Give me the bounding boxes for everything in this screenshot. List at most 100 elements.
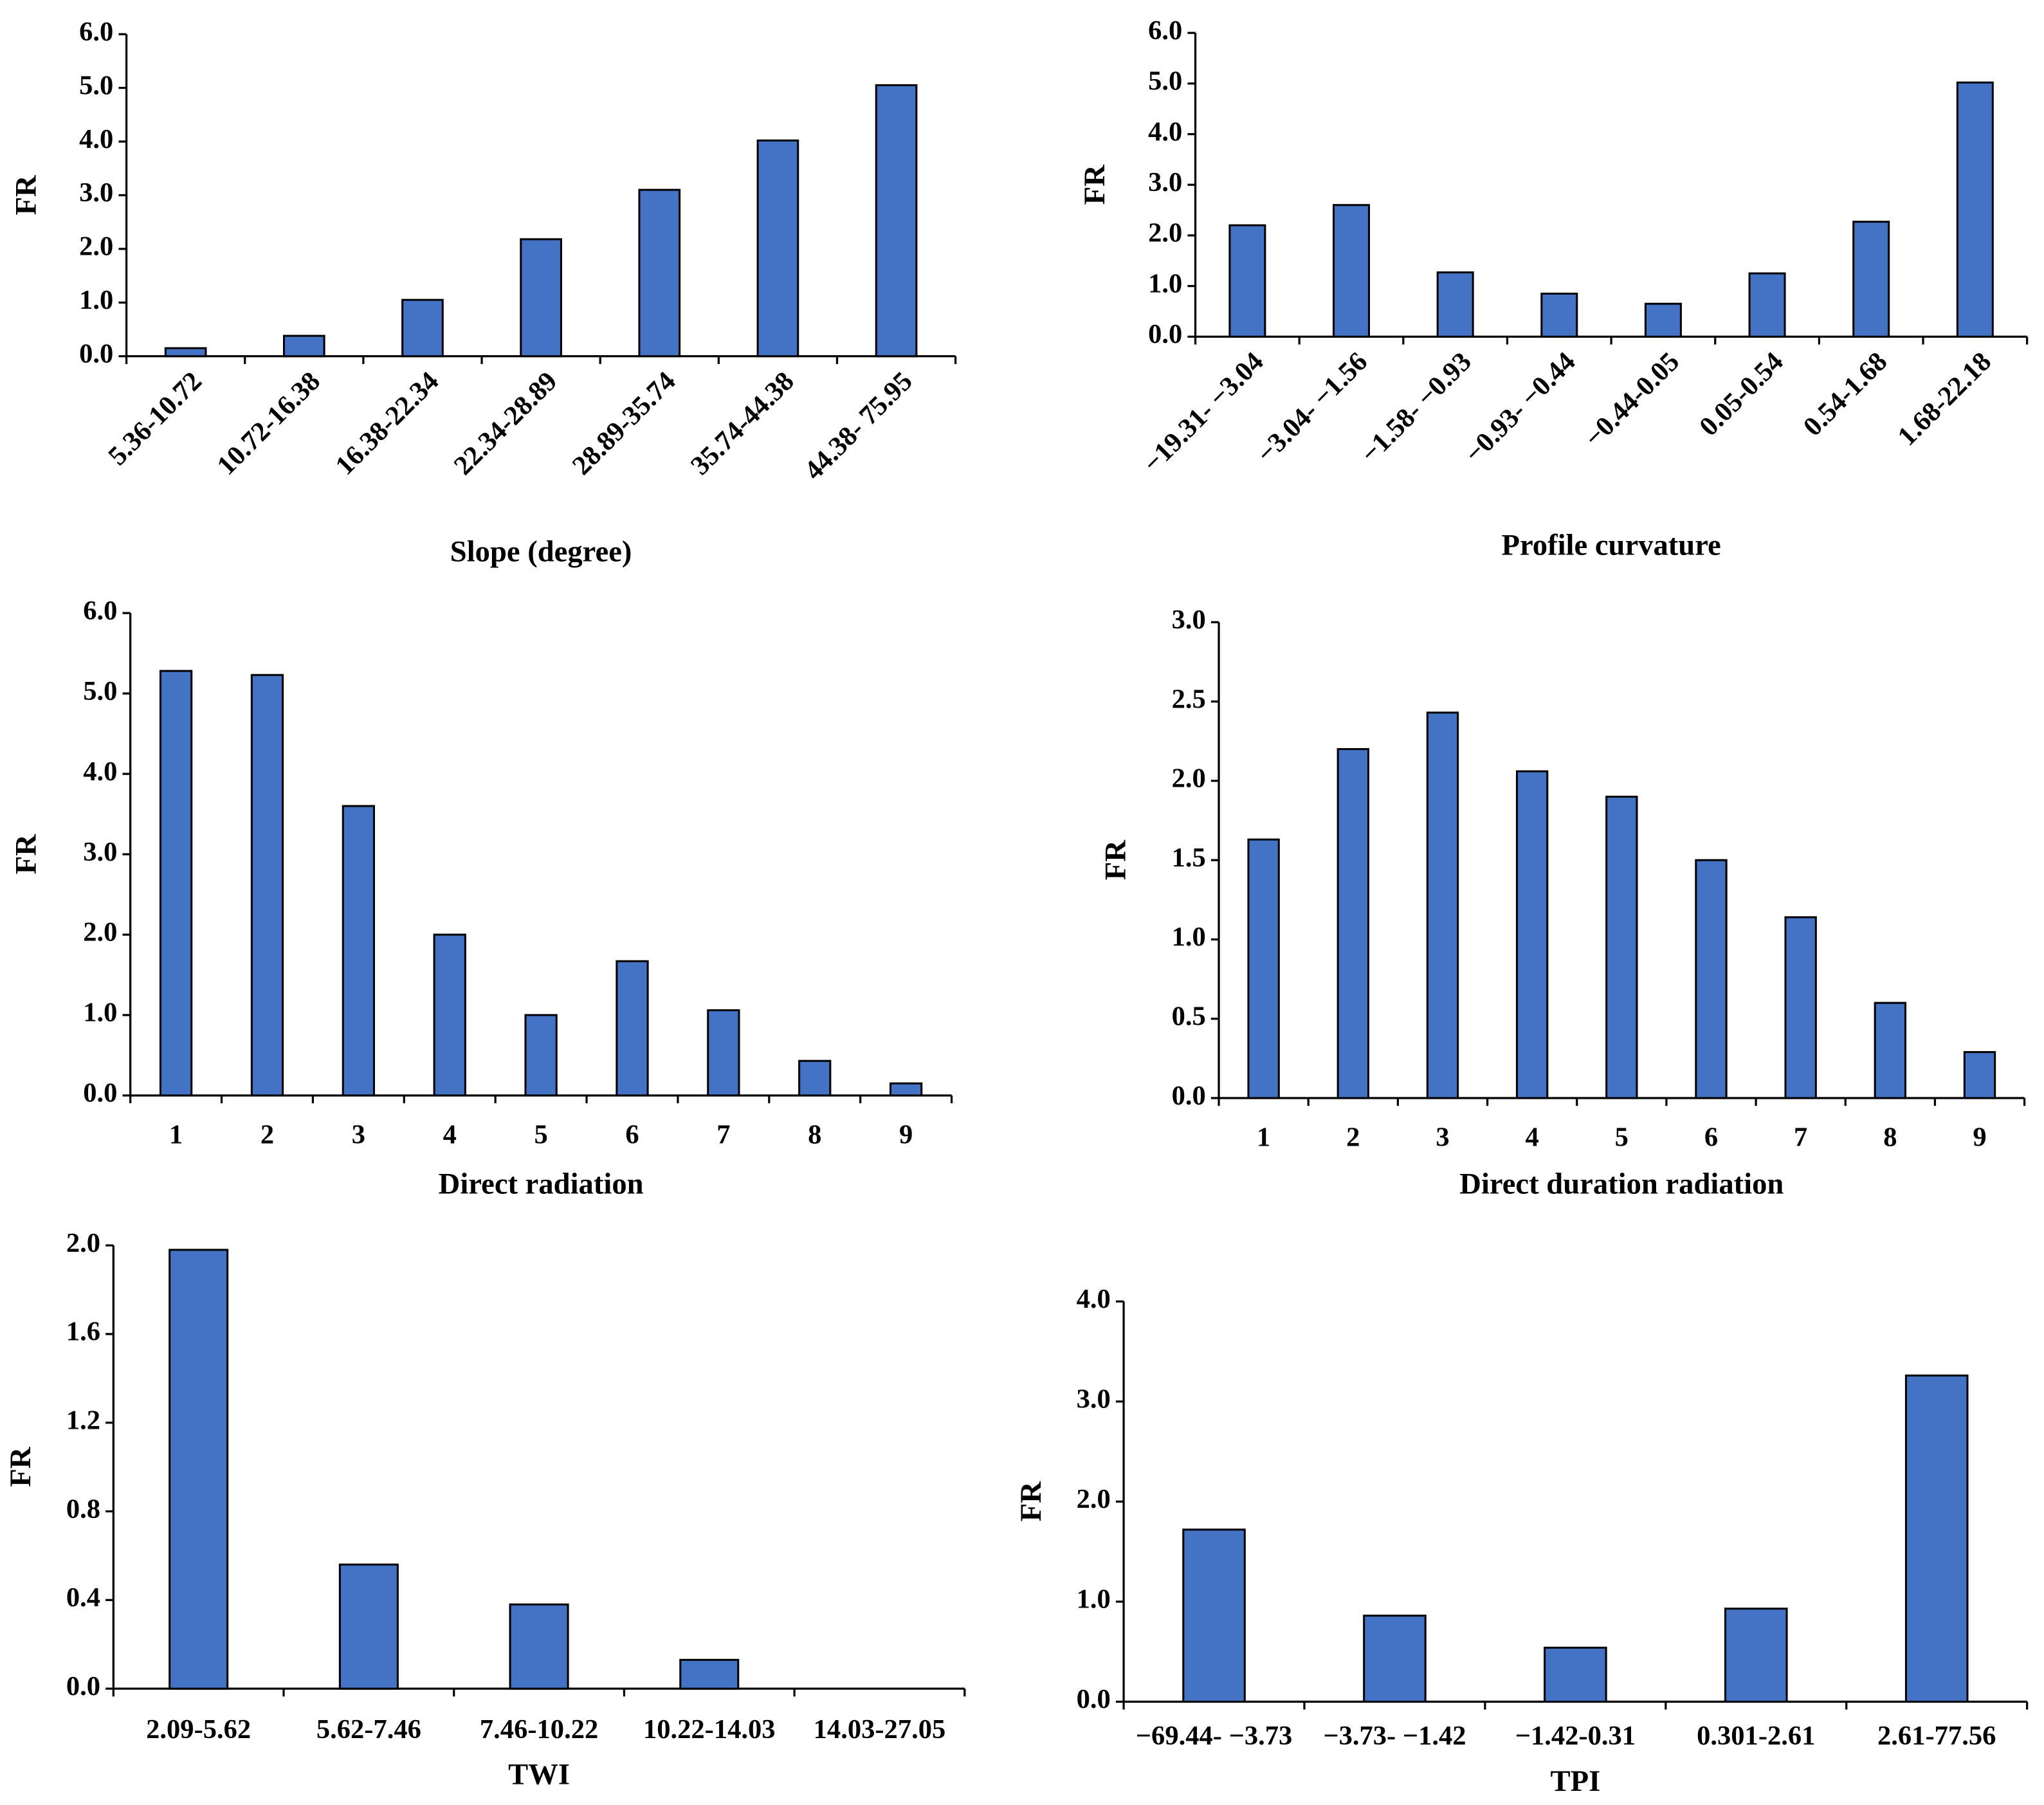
bar	[1605, 795, 1638, 1099]
x-tick-label: 1	[1257, 1122, 1270, 1153]
x-tick-label: 7	[1794, 1122, 1807, 1153]
bar	[520, 238, 562, 358]
x-tick-label: −19.31- −3.04	[1137, 347, 1269, 479]
y-tick-label: 1.0	[79, 285, 113, 315]
x-tick-label: 35.74-44.38	[685, 366, 800, 481]
bar	[616, 960, 649, 1097]
x-tick-label: 5	[1615, 1122, 1629, 1153]
bar	[159, 670, 193, 1097]
x-tick-label: 10.22-14.03	[643, 1714, 776, 1745]
bar	[638, 188, 681, 358]
y-axis-label: FR	[9, 834, 42, 874]
x-tick-label: −69.44- −3.73	[1136, 1721, 1292, 1751]
bar	[1515, 770, 1549, 1099]
y-tick-label: 2.0	[1172, 764, 1206, 794]
y-tick-label: 0.0	[1172, 1081, 1206, 1111]
x-tick-label: −3.73- −1.42	[1323, 1721, 1466, 1751]
bar	[1904, 1374, 1969, 1703]
y-tick-label: 2.0	[1077, 1484, 1111, 1514]
y-tick-label: 4.0	[79, 124, 113, 154]
x-tick-label: 44.38- 75.95	[799, 366, 918, 486]
x-tick-label: −1.42-0.31	[1515, 1721, 1636, 1751]
chart-panel: 0.0 1.0 2.0 3.0 4.0 5.0 6.0 1 2 3 4 5 6 7 8 9 Direct rad…	[9, 596, 953, 1201]
bar	[1748, 272, 1786, 338]
y-tick-label: 4.0	[1077, 1284, 1111, 1314]
bar	[509, 1603, 569, 1690]
bar	[282, 334, 325, 358]
bar	[342, 805, 376, 1097]
bar	[1724, 1608, 1788, 1703]
bar	[1784, 916, 1817, 1099]
bar	[1544, 1646, 1607, 1703]
bar	[401, 298, 444, 358]
bar	[433, 933, 466, 1097]
x-tick-label: 7.46-10.22	[480, 1714, 598, 1745]
x-tick-label: 14.03-27.05	[814, 1714, 946, 1745]
y-tick-label: 0.4	[66, 1582, 100, 1613]
y-tick-label: 2.0	[79, 232, 113, 262]
x-tick-label: 9	[1973, 1122, 1986, 1153]
x-tick-label: 8	[1883, 1122, 1897, 1153]
bar	[250, 673, 284, 1097]
x-tick-label: 4	[443, 1120, 457, 1150]
bar	[875, 84, 918, 358]
y-tick-label: 1.0	[1148, 268, 1182, 298]
x-tick-label: 10.72-16.38	[211, 366, 326, 481]
bar	[1852, 221, 1890, 338]
y-tick-label: 2.0	[66, 1228, 100, 1258]
y-axis-label: FR	[1099, 839, 1133, 880]
x-tick-label: −1.58- −0.93	[1355, 347, 1477, 469]
bar	[889, 1082, 923, 1097]
x-tick-label: 3	[352, 1120, 365, 1150]
x-tick-label: 0.301-2.61	[1697, 1721, 1815, 1751]
bar	[1247, 838, 1280, 1099]
x-tick-label: 16.38-22.34	[330, 366, 445, 481]
x-tick-label: 6	[1704, 1122, 1718, 1153]
y-tick-label: 0.0	[1077, 1684, 1111, 1714]
bar	[1963, 1050, 1996, 1099]
x-tick-label: 5.36-10.72	[102, 366, 208, 472]
x-axis-label: Direct duration radiation	[1459, 1168, 1784, 1201]
y-tick-label: 1.0	[1077, 1584, 1111, 1615]
y-tick-label: 0.0	[1148, 319, 1182, 349]
bar	[679, 1658, 740, 1690]
y-tick-label: 6.0	[83, 596, 117, 626]
x-tick-label: 1.68-22.18	[1892, 347, 1997, 452]
x-tick-label: 1	[169, 1120, 183, 1150]
x-axis-label: Profile curvature	[1501, 528, 1720, 562]
x-axis-label: TPI	[1551, 1764, 1601, 1798]
y-tick-label: 0.0	[83, 1078, 117, 1108]
y-tick-label: 2.5	[1172, 684, 1206, 714]
x-tick-label: 6	[625, 1120, 639, 1150]
x-tick-label: −0.44-0.05	[1578, 347, 1685, 454]
x-tick-label: 28.89-35.74	[567, 366, 682, 481]
y-tick-label: 2.0	[1148, 218, 1182, 248]
x-axis-label: Slope (degree)	[450, 535, 632, 569]
x-tick-label: 8	[808, 1120, 821, 1150]
y-tick-label: 2.0	[83, 917, 117, 948]
chart-panel: 0.0 0.5 1.0 1.5 2.0 2.5 3.0 1 2 3 4 5 6 7 8 9 Direct dur…	[1099, 605, 2026, 1201]
y-tick-label: 1.0	[1172, 922, 1206, 952]
y-tick-label: 5.0	[79, 70, 113, 100]
bar	[1363, 1615, 1427, 1703]
x-tick-label: 22.34-28.89	[448, 366, 563, 481]
y-tick-label: 5.0	[83, 676, 117, 706]
y-axis-label: FR	[1078, 164, 1111, 205]
x-tick-label: 2	[1346, 1122, 1360, 1153]
y-tick-label: 6.0	[79, 17, 113, 47]
y-tick-label: 0.5	[1172, 1001, 1206, 1031]
x-tick-label: 5	[534, 1120, 547, 1150]
x-tick-label: 2.09-5.62	[146, 1714, 251, 1745]
chart-panel: 0.0 0.4 0.8 1.2 1.6 2.0 2.09-5.62 5.62-7.46 7.46…	[4, 1228, 966, 1791]
bar	[756, 139, 799, 358]
y-tick-label: 4.0	[1148, 116, 1182, 147]
bar	[1874, 1002, 1907, 1099]
bar	[1695, 859, 1728, 1099]
bar	[1337, 747, 1369, 1099]
y-axis-label: FR	[9, 174, 42, 215]
bar	[338, 1563, 399, 1690]
bar	[1436, 271, 1474, 338]
bar	[798, 1059, 832, 1097]
bar	[1426, 711, 1459, 1099]
x-tick-label: 9	[899, 1120, 913, 1150]
